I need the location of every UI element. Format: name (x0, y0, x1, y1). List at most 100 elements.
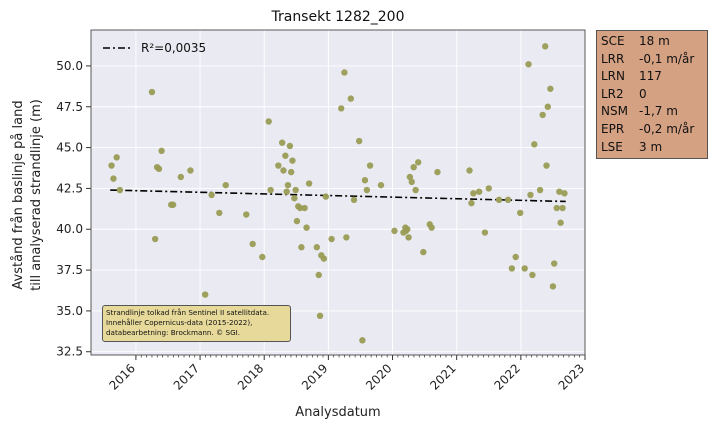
x-tick-label: 2021 (427, 361, 458, 392)
stat-name: LRN (601, 69, 625, 84)
data-point (305, 180, 313, 187)
legend-label: R²=0,0035 (141, 41, 206, 55)
data-point (298, 244, 305, 251)
y-tick-label: 47.5 (56, 100, 83, 114)
data-point (291, 195, 298, 202)
y-tick-label: 37.5 (56, 263, 83, 277)
data-point (517, 209, 524, 217)
data-point (361, 177, 369, 184)
data-point (468, 199, 475, 207)
data-point (470, 190, 477, 197)
y-axis-label-line2: till analyserad strandlinje (m) (29, 99, 44, 291)
data-point (485, 185, 492, 192)
data-point (549, 283, 557, 290)
data-point (243, 211, 250, 218)
data-point (275, 162, 282, 169)
stat-value: 18 m (639, 34, 670, 48)
data-point (322, 193, 330, 200)
data-point (420, 248, 427, 256)
data-point (359, 337, 366, 344)
x-tick-label: 2017 (171, 361, 202, 392)
data-point (412, 186, 419, 194)
data-point (551, 260, 558, 267)
data-point (259, 253, 266, 261)
data-point (313, 244, 321, 251)
statistics-box: SCE 18 m LRR -0,1 m/år LRN 117 LR2 0 NSM -1,7… (596, 30, 708, 159)
plot-area (91, 30, 585, 355)
data-point (249, 240, 256, 248)
data-point (355, 137, 363, 145)
data-point (108, 162, 115, 169)
data-point (495, 196, 503, 204)
stat-value: 117 (639, 69, 662, 84)
data-point (148, 88, 156, 96)
data-point (110, 175, 117, 182)
x-axis-label: Analysdatum (295, 405, 380, 420)
data-point (280, 167, 287, 174)
data-point (222, 181, 229, 189)
data-point (466, 167, 473, 174)
data-point (292, 186, 299, 194)
y-axis: 32.5 35.0 37.5 40.0 42.5 45.0 47.5 50.0 (56, 59, 91, 359)
data-point (504, 196, 512, 204)
data-point (363, 186, 371, 194)
data-point (542, 43, 549, 50)
stat-name: SCE (601, 34, 625, 48)
data-point (208, 191, 215, 199)
stat-row-lrn: LRN 117 (601, 68, 703, 86)
data-point (557, 219, 564, 226)
data-point (301, 204, 308, 212)
data-point (201, 291, 209, 298)
data-point (347, 95, 355, 102)
data-point (155, 165, 163, 173)
data-point (320, 255, 328, 262)
data-point (405, 234, 412, 241)
data-point (536, 186, 544, 194)
data-point (283, 188, 290, 195)
stat-value: 3 m (639, 139, 663, 154)
y-tick-label: 42.5 (56, 181, 83, 195)
stat-row-lr2: LR2 0 (601, 86, 703, 104)
y-tick-label: 50.0 (56, 59, 83, 73)
stat-row-epr: EPR -0,2 m/år (601, 121, 703, 139)
data-point (265, 118, 272, 125)
x-tick-label: 2022 (491, 361, 522, 392)
data-point (414, 159, 422, 166)
stat-row-nsm: NSM -1,7 m (601, 103, 703, 121)
data-point (287, 168, 295, 176)
data-point (547, 85, 554, 92)
data-point (531, 141, 538, 148)
data-point (289, 157, 296, 164)
data-point (315, 271, 322, 279)
data-point (556, 188, 563, 195)
data-point (561, 190, 568, 197)
stat-name: EPR (601, 121, 625, 136)
data-point (267, 186, 274, 194)
data-point (316, 312, 324, 320)
data-point (481, 229, 489, 236)
points-layer (108, 43, 568, 344)
data-point (116, 186, 124, 194)
y-axis-label-line1: Avstånd från baslinje på land (11, 100, 26, 289)
stat-value: -1,7 m (639, 104, 678, 119)
y-tick-label: 35.0 (56, 304, 83, 318)
data-point (527, 191, 534, 199)
data-point (113, 154, 120, 161)
stat-name: LR2 (601, 86, 624, 101)
data-point (553, 204, 560, 212)
stat-value: -0,2 m/år (639, 121, 695, 136)
x-axis: 2016 2017 2018 2019 2020 2021 2022 2023 (107, 355, 587, 393)
data-point (539, 111, 546, 119)
data-point (341, 69, 348, 76)
x-tick-label: 2016 (107, 361, 138, 392)
source-note-line: Strandlinje tolkad från Sentinel II sate… (106, 308, 270, 317)
data-point (303, 224, 310, 231)
data-point (151, 235, 159, 243)
data-point (408, 178, 415, 186)
x-tick-label: 2019 (299, 361, 330, 392)
data-point (559, 204, 566, 212)
data-point (475, 188, 483, 195)
data-point (410, 163, 417, 171)
data-point (521, 265, 528, 272)
